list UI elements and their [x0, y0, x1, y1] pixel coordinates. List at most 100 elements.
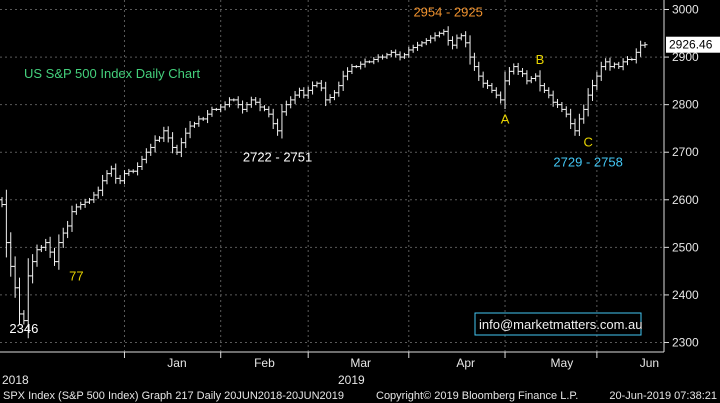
ohlc-bar	[458, 33, 464, 41]
annotation-label: C	[583, 135, 592, 150]
ohlc-bar	[441, 29, 447, 36]
ohlc-bar	[428, 35, 434, 44]
ohlc-bar	[638, 40, 644, 57]
ohlc-bar	[226, 97, 232, 108]
ohlc-bar	[515, 62, 521, 76]
ohlc-bar	[581, 104, 587, 124]
footer-bar	[0, 385, 720, 403]
x-tick-label: Feb	[254, 356, 275, 370]
ohlc-bar	[275, 118, 281, 136]
ohlc-bar	[314, 81, 320, 88]
ohlc-bar	[43, 238, 49, 252]
last-value-box	[666, 36, 720, 53]
ohlc-bar	[266, 106, 272, 118]
ohlc-bar	[620, 58, 626, 71]
ohlc-bar	[340, 70, 346, 91]
ohlc-bar	[502, 71, 508, 110]
annotation-label: 2346	[9, 321, 38, 336]
ohlc-bar	[196, 115, 202, 127]
ohlc-bar	[231, 98, 237, 102]
ohlc-bar	[633, 48, 639, 64]
ohlc-bar	[12, 256, 18, 298]
ohlc-bar	[336, 81, 342, 97]
x-axis: Jan Feb Mar Apr May Jun 2018 2019	[0, 351, 664, 387]
annotation-label: A	[501, 112, 510, 127]
ohlc-bar	[498, 91, 504, 104]
ohlc-bar	[3, 189, 9, 258]
ohlc-bar	[594, 71, 600, 90]
ohlc-bar	[572, 118, 578, 136]
ohlc-bar	[86, 197, 92, 204]
ohlc-bar	[555, 98, 561, 108]
ohlc-bar	[489, 82, 495, 94]
ohlc-bar	[559, 101, 565, 113]
ohlc-bar	[541, 82, 547, 94]
ohlc-bar	[607, 57, 613, 71]
ohlc-bar	[345, 67, 351, 81]
ohlc-bar	[603, 58, 609, 71]
ohlc-bar	[240, 100, 246, 114]
y-axis: 2300 2400 2500 2600 2700 2800 2900 3000 2926.46	[663, 0, 720, 352]
ohlc-bar	[576, 113, 582, 136]
ohlc-bar	[296, 87, 302, 98]
ohlc-bar	[95, 186, 101, 199]
y-tick-label: 2600	[672, 193, 699, 207]
y-tick-label: 2800	[672, 98, 699, 112]
ohlc-bar	[65, 220, 71, 239]
ohlc-bar	[130, 169, 136, 174]
ohlc-bar	[209, 106, 215, 117]
x-tick-label: May	[551, 356, 574, 370]
ohlc-bar	[187, 121, 193, 139]
annotation-label: 2729 - 2758	[553, 154, 622, 169]
ohlc-bar	[38, 245, 44, 253]
ohlc-bar	[143, 148, 149, 164]
ohlc-bar	[69, 205, 75, 232]
ohlc-bar	[51, 247, 57, 266]
ohlc-bar	[135, 162, 141, 176]
ohlc-bar	[353, 65, 359, 69]
ohlc-bar	[445, 26, 451, 46]
ohlc-bar	[178, 137, 184, 158]
ohlc-bar	[380, 54, 386, 60]
ohlc-bar	[126, 168, 132, 176]
ohlc-bar	[161, 126, 167, 142]
last-value-label: 2926.46	[669, 38, 713, 52]
ohlc-bar	[480, 71, 486, 88]
y-tick-label: 2900	[672, 50, 699, 64]
ohlc-bar	[218, 104, 224, 113]
ohlc-bar	[235, 96, 241, 109]
ohlc-bar	[388, 49, 394, 58]
y-tick-label: 2500	[672, 240, 699, 254]
ohlc-bar	[270, 108, 276, 130]
ohlc-bar	[139, 155, 145, 170]
ohlc-bar	[91, 191, 97, 203]
ohlc-bar	[419, 40, 425, 48]
ohlc-bar	[401, 52, 407, 59]
ohlc-bar	[8, 232, 14, 277]
ohlc-bar	[174, 144, 180, 155]
ohlc-bar	[454, 34, 460, 49]
ohlc-bar	[283, 100, 289, 116]
ohlc-bar	[301, 87, 307, 99]
ohlc-bar	[104, 170, 110, 185]
x-tick-label: Apr	[456, 356, 475, 370]
ohlc-bar	[362, 58, 368, 68]
ohlc-bar	[415, 41, 421, 51]
ohlc-bar	[121, 170, 127, 185]
ohlc-bar	[485, 79, 491, 89]
ohlc-bar	[323, 81, 329, 107]
annotation-label: 2954 - 2925	[413, 5, 482, 20]
ohlc-bar	[56, 234, 62, 270]
ohlc-bar	[450, 36, 456, 50]
footer-right: 20-Jun-2019 07:38:21	[609, 390, 717, 402]
ohlc-bar	[423, 38, 429, 46]
ohlc-bar	[436, 31, 442, 38]
ohlc-bar	[506, 67, 512, 86]
ohlc-bar	[590, 79, 596, 101]
ohlc-bar	[327, 94, 333, 104]
ohlc-bar	[205, 110, 211, 124]
ohlc-bar	[563, 106, 569, 118]
ohlc-bar	[222, 101, 228, 111]
ohlc-bar	[371, 57, 377, 65]
